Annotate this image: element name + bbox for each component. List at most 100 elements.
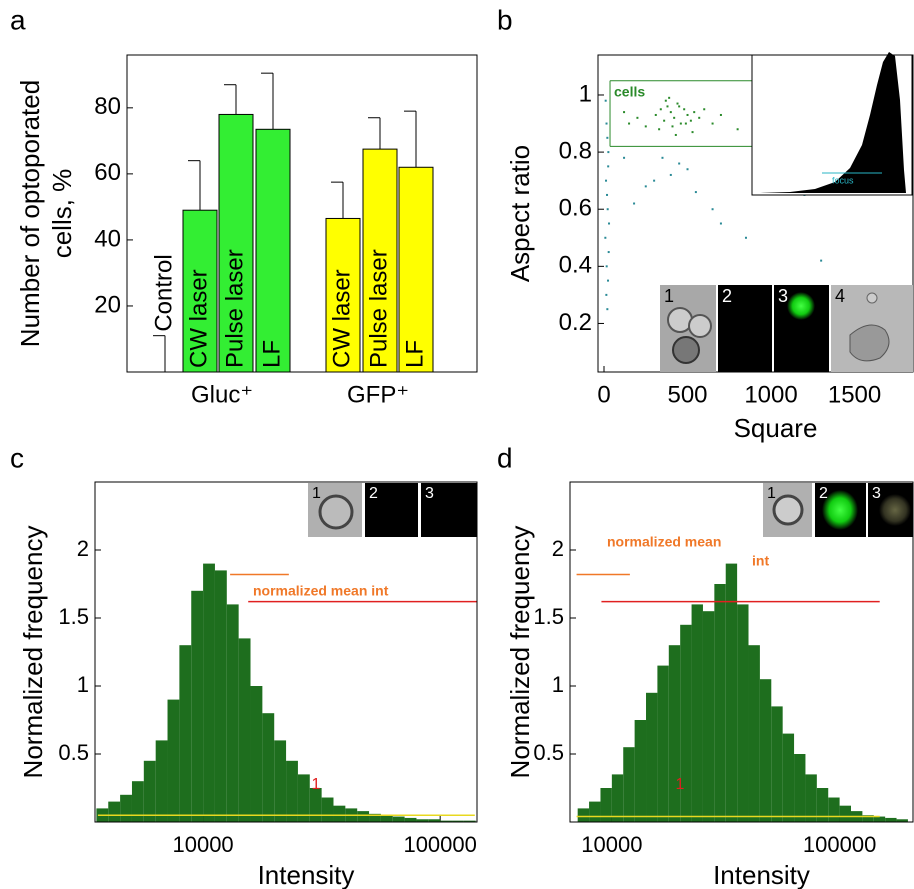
x-tick-label: 10000 (172, 832, 233, 857)
fluorescence (879, 494, 911, 526)
marker-label: 1 (676, 776, 685, 793)
y-axis-label: cells, % (47, 169, 77, 259)
point (605, 265, 608, 268)
point (663, 119, 666, 122)
histogram-bar (771, 706, 783, 822)
histogram-bar (782, 733, 795, 822)
histogram-bar (214, 570, 227, 822)
histogram-bar (828, 797, 840, 822)
y-axis-label: Number of optoporated (15, 80, 45, 347)
histogram-bar (657, 665, 669, 822)
point (678, 162, 681, 165)
y-tick-label: 0.2 (559, 309, 592, 336)
plot-frame (569, 481, 914, 823)
histogram-bar (250, 686, 263, 822)
point (659, 108, 662, 111)
point (683, 108, 686, 111)
histogram-bar (737, 604, 749, 822)
plot-frame (126, 54, 478, 373)
point (608, 222, 611, 225)
cell (849, 324, 890, 362)
bar (325, 217, 361, 373)
panel-letter: b (497, 4, 513, 35)
histogram-bar (714, 584, 726, 822)
image (718, 285, 772, 372)
histogram-bar (873, 816, 886, 822)
focus-label: focus (832, 175, 854, 185)
point (698, 116, 701, 119)
histogram-bar (120, 794, 132, 822)
image-label: 1 (767, 485, 776, 502)
y-tick-label: 2 (552, 536, 564, 561)
point (664, 99, 667, 102)
histogram-bar (805, 774, 817, 822)
histogram-bar (297, 774, 310, 822)
x-tick-label: 10000 (581, 832, 642, 857)
point (604, 236, 607, 239)
bar (362, 148, 398, 373)
point (684, 122, 687, 125)
annotation: int (752, 553, 769, 569)
histogram-bar (702, 611, 715, 822)
cell (318, 494, 354, 530)
image-label: 4 (835, 286, 845, 306)
inset-histogram (760, 52, 906, 193)
y-tick-label: 1 (77, 672, 89, 697)
histogram-bar (333, 805, 346, 822)
point (606, 208, 609, 211)
point (623, 156, 626, 159)
panel-letter: a (10, 4, 26, 35)
point (736, 128, 739, 131)
y-tick-label: 1.5 (533, 604, 564, 629)
gate-label: cells (614, 83, 645, 99)
histogram-bar (725, 563, 738, 822)
y-tick-label: 0.6 (559, 195, 592, 222)
histogram-bar (440, 820, 453, 822)
y-tick-label: 20 (94, 291, 121, 318)
point (644, 125, 647, 128)
c-images: 1 2 3 (308, 483, 477, 537)
y-tick-label: 0.5 (58, 740, 89, 765)
b-images: 1 2 3 4 (660, 285, 913, 372)
histogram-bar (816, 788, 829, 822)
histogram-bar (226, 604, 239, 822)
histogram-bar (463, 820, 476, 822)
image-label: 3 (425, 485, 434, 502)
histogram-bar (191, 590, 204, 822)
histogram-bar (589, 801, 601, 822)
bar (398, 166, 434, 373)
focus-inset: focus (751, 52, 913, 196)
y-tick-label: 2 (77, 536, 89, 561)
point (674, 133, 677, 136)
histogram-bar (262, 713, 275, 822)
x-tick-label: 500 (667, 381, 707, 408)
x-axis-label: Square (734, 413, 818, 443)
y-tick-label: 0.4 (559, 252, 592, 279)
point (669, 111, 672, 114)
histogram-bar (309, 788, 322, 822)
point (676, 102, 679, 105)
y-tick-label: 80 (94, 93, 121, 120)
bar-label: CW laser (185, 269, 212, 368)
histogram-bar (108, 801, 121, 822)
point (605, 179, 608, 182)
histogram-bar (646, 692, 658, 822)
histogram-bar (167, 699, 180, 822)
point (661, 156, 664, 159)
y-tick-label: 1 (552, 672, 564, 697)
histogram-bar (748, 645, 760, 822)
bar (255, 128, 291, 373)
bar-label: CW laser (328, 269, 355, 368)
point (606, 136, 609, 139)
bar-label: LF (258, 340, 285, 368)
histogram-bar (862, 815, 874, 822)
point (606, 308, 609, 311)
group-label: GFP⁺ (347, 381, 409, 408)
y-tick-label: 60 (94, 159, 121, 186)
image (421, 483, 477, 537)
histogram-bar (369, 813, 381, 822)
x-axis-label: Intensity (713, 860, 810, 889)
y-tick-label: 1 (579, 80, 592, 107)
